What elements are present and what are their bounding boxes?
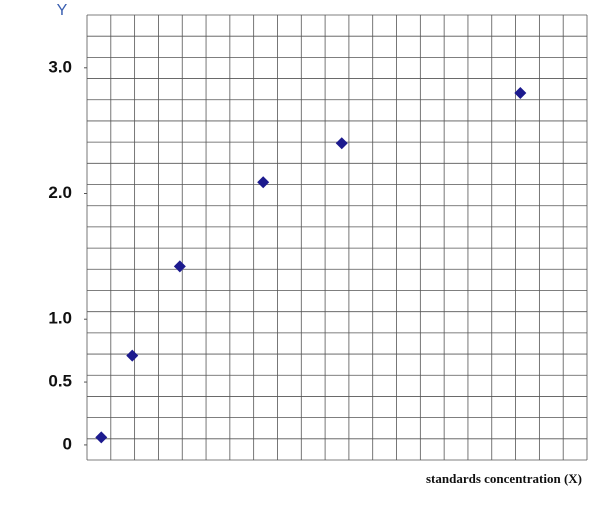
- y-tick-label: 0.5: [48, 372, 72, 391]
- y-tick-label: 3.0: [48, 57, 72, 76]
- point: [173, 260, 186, 273]
- point: [257, 176, 270, 189]
- grid: [86, 14, 588, 461]
- point: [126, 349, 139, 362]
- point: [95, 431, 108, 444]
- y-tick-label: 1.0: [48, 309, 72, 328]
- point: [514, 86, 527, 99]
- y-axis-label: Y: [57, 2, 68, 19]
- y-tick-label: 0: [63, 434, 72, 453]
- x-axis-label: standards concentration (X): [426, 471, 582, 486]
- point: [335, 137, 348, 150]
- y-tick-label: 2.0: [48, 183, 72, 202]
